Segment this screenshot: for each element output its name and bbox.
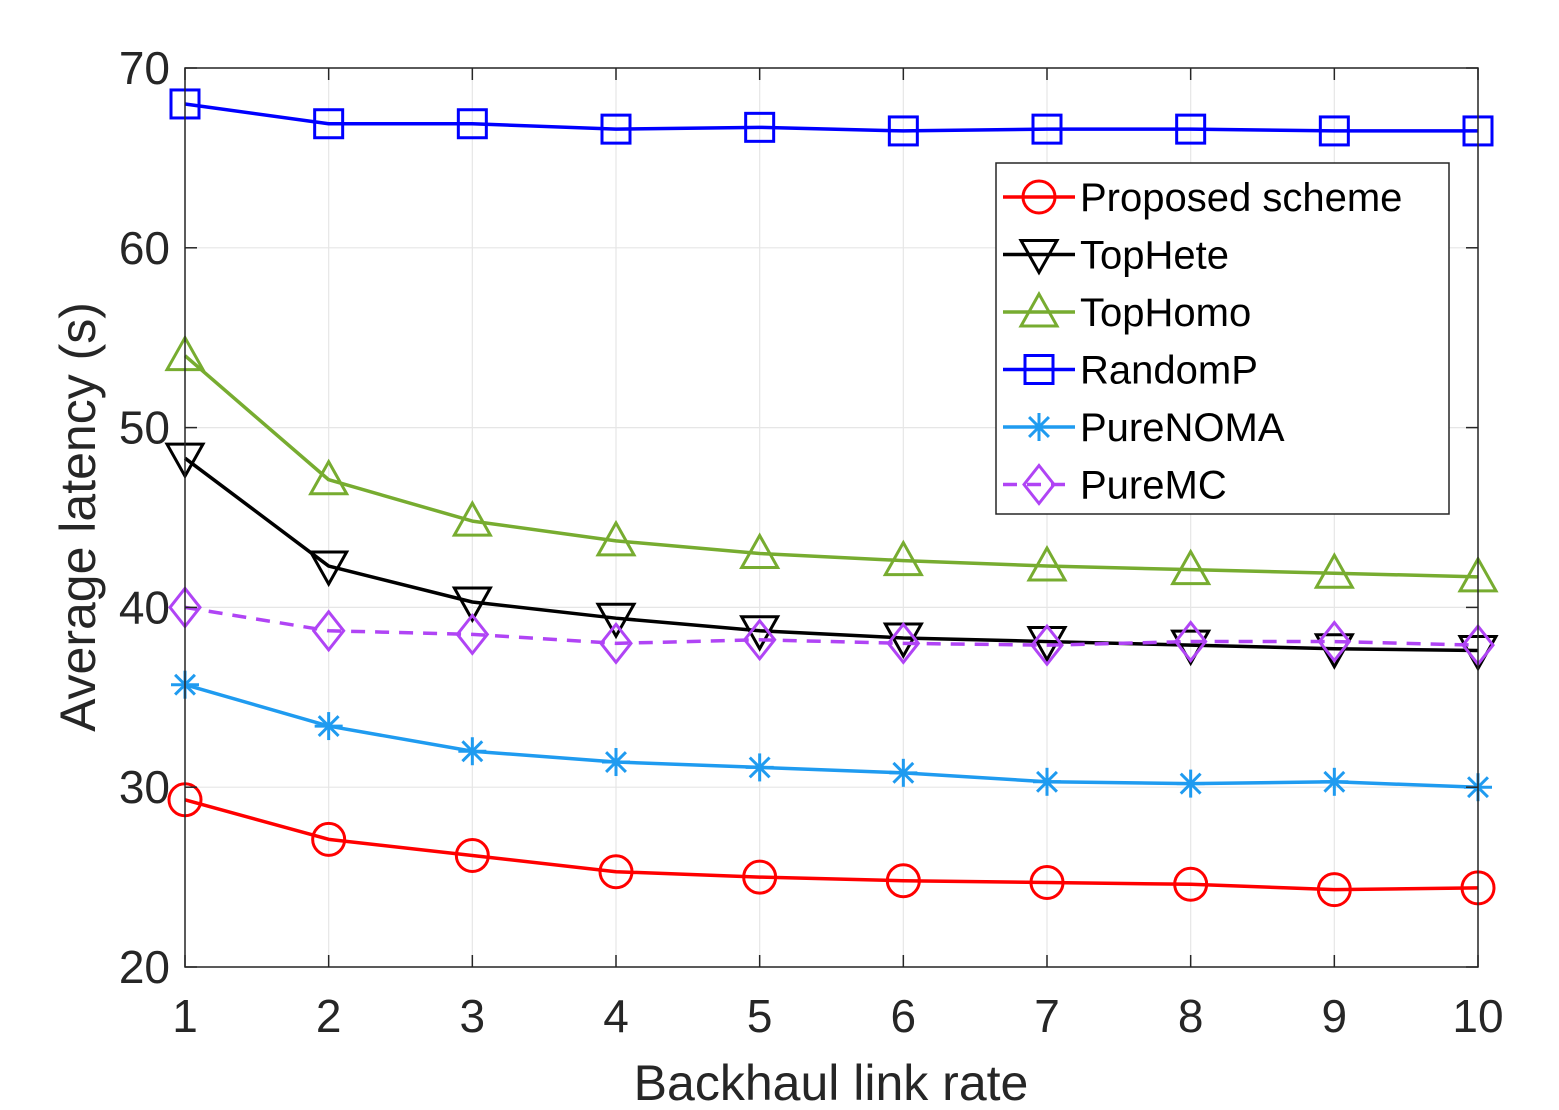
y-tick-label: 50 <box>119 402 170 454</box>
x-tick-label: 2 <box>316 990 342 1042</box>
data-point-tophete <box>451 586 493 624</box>
legend-label: TopHete <box>1080 234 1229 278</box>
legend-marker <box>1025 413 1053 441</box>
data-point-tophomo <box>1313 552 1355 589</box>
data-point-tophomo <box>1170 548 1212 586</box>
legend-item-tophete: TopHete <box>1003 234 1229 278</box>
series-tophomo <box>164 334 1499 593</box>
data-point-puremc <box>311 609 346 653</box>
data-point-tophomo <box>451 500 493 537</box>
legend-box <box>995 162 1450 515</box>
data-point-randomp <box>887 115 919 147</box>
x-tick-label: 10 <box>1452 990 1503 1042</box>
data-point-randomp <box>313 108 345 140</box>
data-point-randomp <box>1031 113 1063 145</box>
x-tick-label: 7 <box>1034 990 1060 1042</box>
data-point-tophomo <box>595 519 637 557</box>
data-point-puremc <box>886 621 921 665</box>
series-puremc <box>168 585 1495 667</box>
data-point-purenoma <box>602 748 630 777</box>
series-proposed-scheme <box>167 782 1496 908</box>
legend-label: PureMC <box>1080 464 1227 508</box>
data-point-puremc <box>455 612 490 656</box>
data-point-randomp <box>1318 115 1350 147</box>
data-point-purenoma <box>889 758 918 787</box>
x-tick-label: 4 <box>603 990 629 1042</box>
series-line-proposed-scheme <box>184 798 1479 892</box>
legend-marker <box>1022 463 1056 506</box>
axes-box <box>184 67 1479 968</box>
data-point-tophomo <box>308 458 350 496</box>
data-point-proposed-scheme <box>311 821 347 857</box>
legend-marker <box>1021 179 1057 215</box>
series-purenoma <box>171 670 1492 802</box>
x-tick-label: 5 <box>747 990 773 1042</box>
y-axis-label: Average latency (s) <box>50 302 106 732</box>
y-tick-label: 20 <box>119 941 170 993</box>
data-point-randomp <box>744 111 776 143</box>
series-line-puremc <box>184 605 1479 647</box>
data-point-puremc <box>1317 620 1352 663</box>
x-tick-label: 8 <box>1178 990 1204 1042</box>
legend-item-puremc: PureMC <box>1003 463 1227 508</box>
data-point-proposed-scheme <box>1173 866 1209 902</box>
data-point-proposed-scheme <box>885 863 921 899</box>
legend: Proposed scheme TopHete TopHomo RandomP Pure… <box>995 162 1450 515</box>
data-point-purenoma <box>458 737 487 766</box>
data-point-proposed-scheme <box>1316 872 1352 908</box>
series-line-tophete <box>183 456 1479 653</box>
x-tick-label: 9 <box>1322 990 1348 1042</box>
x-tick-label: 1 <box>172 990 198 1042</box>
legend-item-purenoma: PureNOMA <box>1003 406 1285 450</box>
data-point-puremc <box>599 621 633 665</box>
data-point-purenoma <box>314 712 343 741</box>
series-line-purenoma <box>184 683 1479 789</box>
y-tick-label: 40 <box>119 581 170 633</box>
y-tick-label: 60 <box>119 222 170 274</box>
series-line-tophomo <box>183 354 1479 579</box>
legend-label: TopHomo <box>1080 291 1251 335</box>
data-point-puremc <box>1030 623 1064 667</box>
data-point-proposed-scheme <box>454 838 490 874</box>
legend-item-proposed-scheme: Proposed scheme <box>1003 176 1402 220</box>
legend-marker <box>1018 239 1060 276</box>
data-point-purenoma <box>1033 767 1061 796</box>
data-point-puremc <box>742 618 777 662</box>
x-tick-label: 6 <box>891 990 917 1042</box>
data-point-puremc <box>1173 620 1208 663</box>
data-point-tophete <box>308 550 350 588</box>
tick-marks <box>184 67 1479 968</box>
data-point-tophomo <box>882 539 924 577</box>
legend-item-randomp: RandomP <box>1003 349 1258 393</box>
y-tick-label: 70 <box>119 42 170 94</box>
data-point-proposed-scheme <box>1029 864 1065 900</box>
legend-label: PureNOMA <box>1080 406 1285 450</box>
tick-labels: 1 2 3 4 5 6 7 8 9 10 20 30 40 50 60 70 <box>119 42 1504 1042</box>
legend-label: Proposed scheme <box>1080 176 1402 220</box>
data-point-randomp <box>600 113 632 145</box>
data-point-tophomo <box>739 532 781 569</box>
data-point-tophete <box>595 602 637 640</box>
data-point-proposed-scheme <box>598 854 634 890</box>
legend-marker <box>1023 354 1055 385</box>
data-point-randomp <box>456 108 488 140</box>
data-point-purenoma <box>745 753 774 782</box>
data-point-proposed-scheme <box>742 859 778 895</box>
legend-marker <box>1018 290 1060 328</box>
data-point-randomp <box>1175 113 1207 145</box>
x-tick-label: 3 <box>460 990 486 1042</box>
legend-item-tophomo: TopHomo <box>1003 290 1251 335</box>
data-point-purenoma <box>1320 767 1349 796</box>
data-point-tophomo <box>1026 544 1068 582</box>
legend-label: RandomP <box>1080 349 1258 393</box>
data-point-purenoma <box>1176 769 1205 798</box>
x-axis-label: Backhaul link rate <box>634 1055 1029 1110</box>
series-line-randomp <box>184 102 1478 133</box>
y-tick-label: 30 <box>119 761 170 813</box>
